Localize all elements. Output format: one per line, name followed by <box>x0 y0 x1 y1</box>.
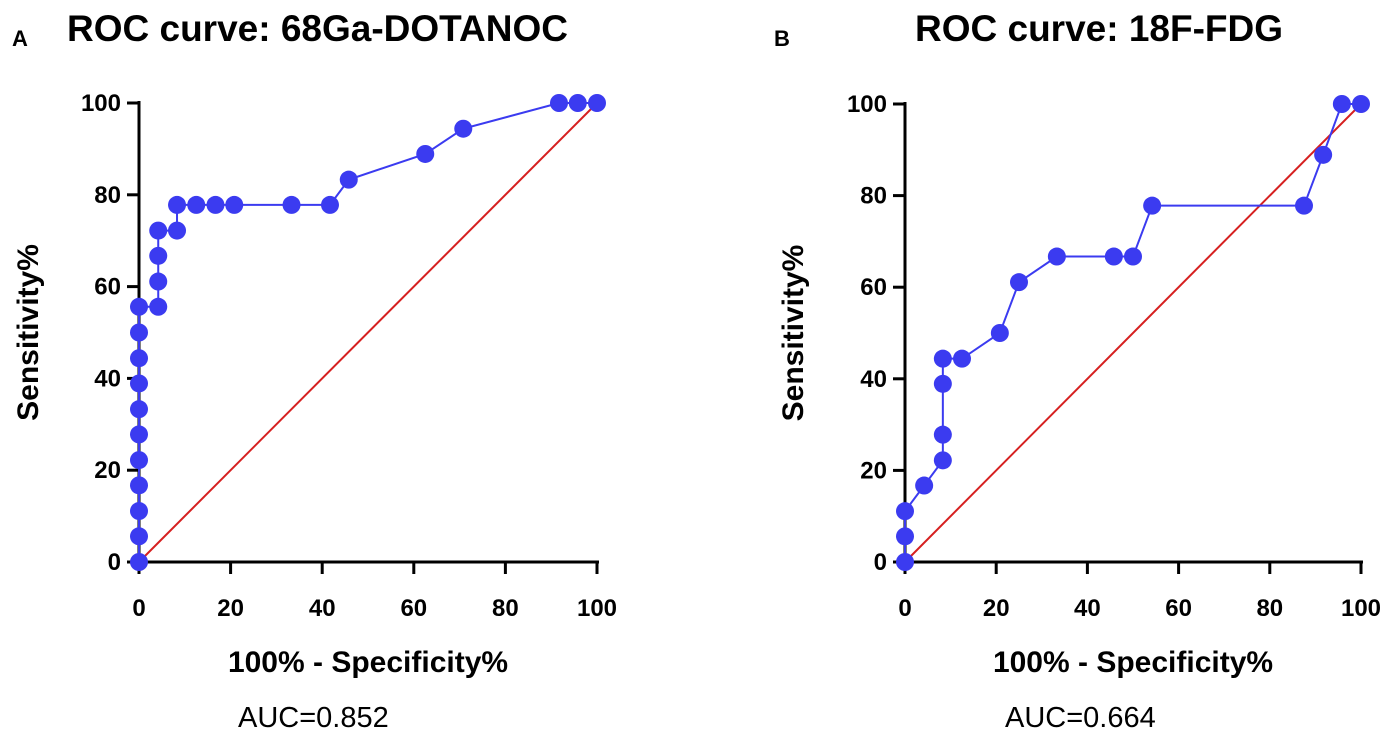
roc-point <box>933 349 952 368</box>
auc-annotation: AUC=0.852 <box>238 702 389 734</box>
auc-annotation: AUC=0.664 <box>1005 702 1156 734</box>
y-axis-label: Sensitivity% <box>12 244 45 421</box>
roc-point <box>896 527 914 546</box>
x-tick-label: 100 <box>1341 595 1381 622</box>
chart-panel-a: A ROC curve: 68Ga-DOTANOC 0 20 40 60 80 100 0 2… <box>12 8 617 734</box>
panel-label: B <box>774 26 790 51</box>
y-tick-label: 20 <box>860 457 887 484</box>
roc-point <box>933 425 952 444</box>
roc-point <box>1124 247 1142 266</box>
x-tick-label: 60 <box>400 595 427 622</box>
y-tick-label: 80 <box>860 183 887 210</box>
roc-point <box>915 476 934 495</box>
roc-point <box>1314 145 1333 164</box>
roc-point <box>282 195 301 214</box>
roc-point <box>149 221 168 240</box>
reference-diagonal-line <box>904 103 1362 563</box>
roc-point <box>225 195 244 214</box>
roc-point <box>130 451 148 470</box>
roc-point <box>1352 95 1370 113</box>
x-tick-label: 0 <box>132 595 145 622</box>
roc-point <box>454 119 473 138</box>
x-tick-label: 80 <box>492 595 519 622</box>
x-tick-label: 60 <box>1165 595 1192 622</box>
panel-label: A <box>12 26 28 51</box>
y-tick-label: 0 <box>874 549 887 576</box>
roc-plot-a: 0 20 40 60 80 100 0 20 40 60 80 100 100% - Specifici… <box>12 90 617 679</box>
roc-point <box>130 527 148 546</box>
x-tick-label: 100 <box>577 595 617 622</box>
roc-point <box>933 374 952 393</box>
x-tick-label: 20 <box>983 595 1010 622</box>
y-tick-label: 100 <box>81 90 121 117</box>
roc-point <box>206 195 225 214</box>
roc-point <box>416 144 435 163</box>
x-tick-label: 40 <box>1074 595 1101 622</box>
roc-point <box>168 195 187 214</box>
roc-plot-b: 0 20 40 60 80 100 0 20 40 60 80 100 100% - Specifici… <box>777 91 1381 679</box>
chart-title: ROC curve: 68Ga-DOTANOC <box>67 8 568 49</box>
y-tick-label: 0 <box>108 549 121 576</box>
roc-point <box>130 297 148 316</box>
chart-panel-b: B ROC curve: 18F-FDG 0 20 40 60 80 100 0 20 40 60… <box>699 0 1398 750</box>
roc-point <box>568 94 587 112</box>
roc-point <box>130 502 148 521</box>
roc-point <box>953 349 971 368</box>
x-tick-label: 40 <box>309 595 336 622</box>
roc-curve-line <box>138 102 597 562</box>
roc-point <box>1295 196 1313 215</box>
roc-point <box>130 400 148 419</box>
x-axis-label: 100% - Specificity% <box>228 646 508 679</box>
roc-point <box>1104 247 1123 266</box>
roc-point <box>933 451 952 470</box>
reference-diagonal-line <box>138 102 598 563</box>
roc-point <box>1143 196 1162 215</box>
roc-point <box>896 502 914 521</box>
roc-point <box>130 323 148 342</box>
y-tick-label: 80 <box>94 182 121 209</box>
roc-point <box>1047 247 1066 266</box>
roc-point <box>130 553 148 571</box>
roc-point <box>130 374 148 393</box>
roc-point <box>1010 273 1028 292</box>
roc-point <box>339 170 358 189</box>
roc-point <box>149 272 168 291</box>
x-tick-label: 0 <box>898 595 911 622</box>
y-tick-label: 20 <box>94 457 121 484</box>
x-axis-label: 100% - Specificity% <box>993 646 1273 679</box>
roc-point <box>130 425 148 444</box>
y-tick-label: 40 <box>860 366 887 393</box>
roc-point <box>990 324 1009 342</box>
roc-point <box>1332 95 1351 113</box>
roc-point <box>588 94 606 112</box>
chart-title: ROC curve: 18F-FDG <box>915 8 1284 49</box>
roc-point <box>549 94 568 112</box>
roc-point <box>130 476 148 495</box>
y-tick-label: 40 <box>94 365 121 392</box>
roc-point <box>320 195 339 214</box>
y-tick-label: 60 <box>94 274 121 301</box>
roc-point <box>130 349 148 368</box>
roc-point <box>168 221 187 240</box>
roc-point <box>187 195 206 214</box>
x-tick-label: 20 <box>217 595 244 622</box>
roc-point <box>149 246 168 265</box>
x-tick-label: 80 <box>1256 595 1283 622</box>
roc-point <box>896 553 914 571</box>
roc-point <box>149 297 168 316</box>
y-axis-label: Sensitivity% <box>777 245 810 422</box>
y-tick-label: 100 <box>847 91 887 118</box>
y-tick-label: 60 <box>860 274 887 301</box>
